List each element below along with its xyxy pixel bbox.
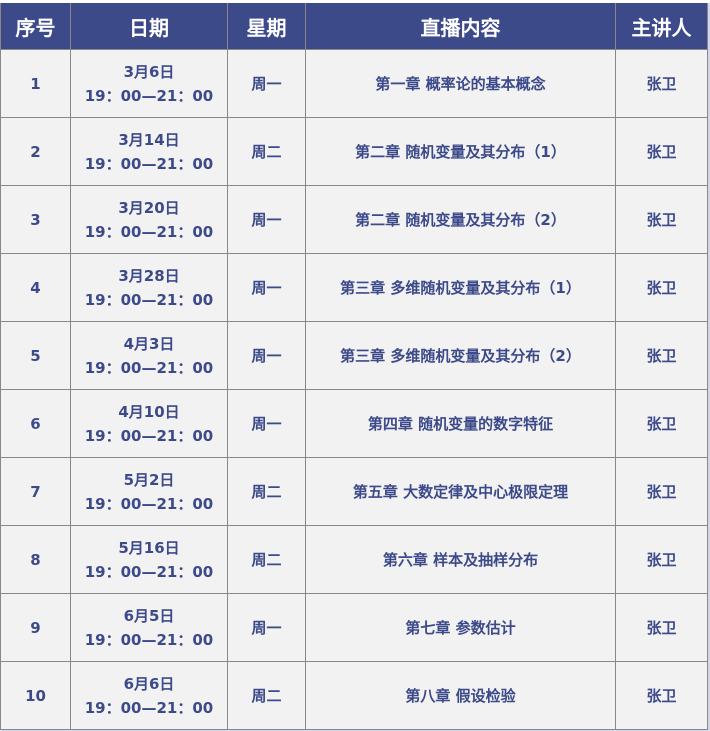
cell-no: 8 [0, 525, 71, 594]
cell-date: 3月28日 19：00—21：00 [70, 253, 228, 322]
cell-weekday: 周一 [227, 49, 306, 118]
time-text: 19：00—21：00 [84, 698, 214, 717]
date-text: 3月14日 [118, 130, 180, 149]
time-text: 19：00—21：00 [84, 358, 214, 377]
cell-lecturer: 张卫 [615, 49, 708, 118]
schedule-table: 序号 日期 星期 直播内容 主讲人 1 3月6日 19：00—21：00 周一 第… [0, 3, 708, 730]
cell-date: 6月6日 19：00—21：00 [70, 661, 228, 730]
cell-content: 第一章 概率论的基本概念 [305, 49, 616, 118]
cell-content: 第三章 多维随机变量及其分布（2） [305, 321, 616, 390]
cell-no: 4 [0, 253, 71, 322]
cell-lecturer: 张卫 [615, 321, 708, 390]
time-text: 19：00—21：00 [84, 494, 214, 513]
cell-weekday: 周一 [227, 389, 306, 458]
date-text: 3月28日 [118, 266, 180, 285]
cell-lecturer: 张卫 [615, 185, 708, 254]
table-row: 10 6月6日 19：00—21：00 周二 第八章 假设检验 张卫 [0, 661, 708, 730]
cell-content: 第三章 多维随机变量及其分布（1） [305, 253, 616, 322]
date-text: 5月16日 [118, 538, 180, 557]
date-text: 5月2日 [123, 470, 175, 489]
header-no: 序号 [0, 3, 71, 50]
table-row: 5 4月3日 19：00—21：00 周一 第三章 多维随机变量及其分布（2） 张… [0, 321, 708, 390]
cell-content: 第五章 大数定律及中心极限定理 [305, 457, 616, 526]
cell-lecturer: 张卫 [615, 457, 708, 526]
cell-lecturer: 张卫 [615, 525, 708, 594]
cell-no: 1 [0, 49, 71, 118]
cell-no: 2 [0, 117, 71, 186]
header-content: 直播内容 [305, 3, 616, 50]
time-text: 19：00—21：00 [84, 290, 214, 309]
cell-date: 3月6日 19：00—21：00 [70, 49, 228, 118]
header-lecturer: 主讲人 [615, 3, 708, 50]
cell-date: 3月14日 19：00—21：00 [70, 117, 228, 186]
header-weekday: 星期 [227, 3, 306, 50]
cell-lecturer: 张卫 [615, 593, 708, 662]
cell-date: 5月2日 19：00—21：00 [70, 457, 228, 526]
cell-lecturer: 张卫 [615, 253, 708, 322]
cell-weekday: 周二 [227, 661, 306, 730]
table-row: 9 6月5日 19：00—21：00 周一 第七章 参数估计 张卫 [0, 593, 708, 662]
cell-weekday: 周一 [227, 185, 306, 254]
table-row: 1 3月6日 19：00—21：00 周一 第一章 概率论的基本概念 张卫 [0, 49, 708, 118]
date-text: 4月3日 [123, 334, 175, 353]
cell-content: 第六章 样本及抽样分布 [305, 525, 616, 594]
cell-date: 3月20日 19：00—21：00 [70, 185, 228, 254]
table-row: 6 4月10日 19：00—21：00 周一 第四章 随机变量的数字特征 张卫 [0, 389, 708, 458]
header-date: 日期 [70, 3, 228, 50]
time-text: 19：00—21：00 [84, 86, 214, 105]
table-row: 4 3月28日 19：00—21：00 周一 第三章 多维随机变量及其分布（1） … [0, 253, 708, 322]
time-text: 19：00—21：00 [84, 562, 214, 581]
cell-content: 第二章 随机变量及其分布（1） [305, 117, 616, 186]
cell-no: 6 [0, 389, 71, 458]
cell-content: 第四章 随机变量的数字特征 [305, 389, 616, 458]
time-text: 19：00—21：00 [84, 222, 214, 241]
cell-date: 4月10日 19：00—21：00 [70, 389, 228, 458]
cell-content: 第七章 参数估计 [305, 593, 616, 662]
cell-no: 3 [0, 185, 71, 254]
cell-weekday: 周一 [227, 593, 306, 662]
cell-lecturer: 张卫 [615, 389, 708, 458]
table-row: 8 5月16日 19：00—21：00 周二 第六章 样本及抽样分布 张卫 [0, 525, 708, 594]
cell-date: 6月5日 19：00—21：00 [70, 593, 228, 662]
table-row: 3 3月20日 19：00—21：00 周一 第二章 随机变量及其分布（2） 张卫 [0, 185, 708, 254]
header-row: 序号 日期 星期 直播内容 主讲人 [0, 3, 708, 50]
date-text: 4月10日 [118, 402, 180, 421]
cell-weekday: 周一 [227, 253, 306, 322]
time-text: 19：00—21：00 [84, 630, 214, 649]
time-text: 19：00—21：00 [84, 154, 214, 173]
cell-weekday: 周二 [227, 117, 306, 186]
cell-no: 10 [0, 661, 71, 730]
cell-content: 第八章 假设检验 [305, 661, 616, 730]
cell-no: 9 [0, 593, 71, 662]
cell-lecturer: 张卫 [615, 661, 708, 730]
cell-weekday: 周二 [227, 457, 306, 526]
time-text: 19：00—21：00 [84, 426, 214, 445]
cell-no: 5 [0, 321, 71, 390]
cell-date: 4月3日 19：00—21：00 [70, 321, 228, 390]
date-text: 3月20日 [118, 198, 180, 217]
cell-weekday: 周二 [227, 525, 306, 594]
table-row: 2 3月14日 19：00—21：00 周二 第二章 随机变量及其分布（1） 张卫 [0, 117, 708, 186]
date-text: 6月6日 [123, 674, 175, 693]
cell-date: 5月16日 19：00—21：00 [70, 525, 228, 594]
cell-content: 第二章 随机变量及其分布（2） [305, 185, 616, 254]
cell-no: 7 [0, 457, 71, 526]
cell-weekday: 周一 [227, 321, 306, 390]
date-text: 3月6日 [123, 62, 175, 81]
cell-lecturer: 张卫 [615, 117, 708, 186]
top-strip [0, 0, 710, 3]
table-row: 7 5月2日 19：00—21：00 周二 第五章 大数定律及中心极限定理 张卫 [0, 457, 708, 526]
date-text: 6月5日 [123, 606, 175, 625]
